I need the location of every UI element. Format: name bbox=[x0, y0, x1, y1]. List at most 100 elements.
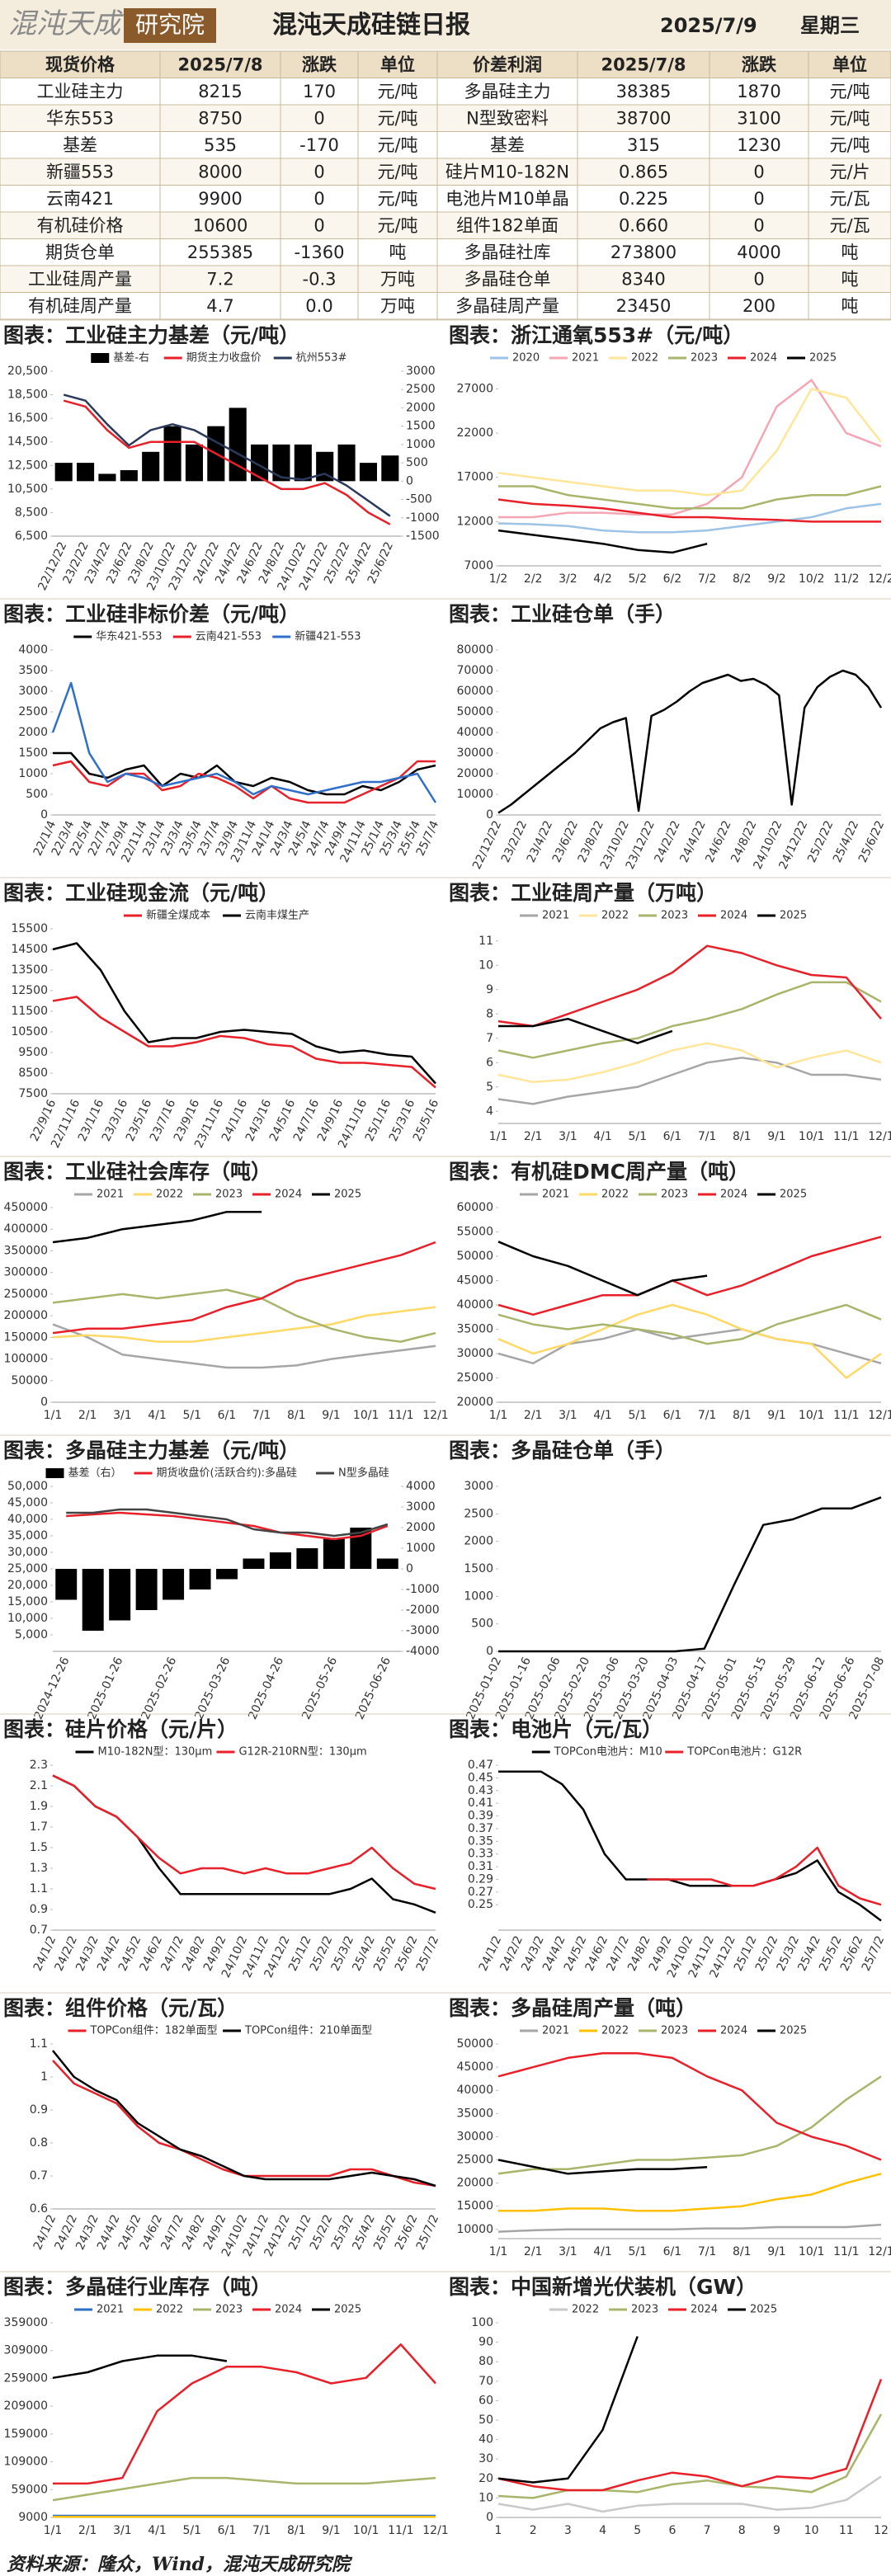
line-series bbox=[497, 2075, 882, 2175]
x-tick-label: 9/2 bbox=[767, 572, 786, 586]
y-tick-label: 1 bbox=[40, 2070, 48, 2084]
x-tick-label: 1/1 bbox=[44, 1409, 63, 1422]
table-cell: 有机硅周产量 bbox=[28, 296, 132, 316]
x-tick-label: 2/1 bbox=[78, 2524, 97, 2537]
legend-label: 2022 bbox=[601, 910, 629, 922]
legend-label: 基差-右 bbox=[113, 352, 149, 365]
table-cell: 0 bbox=[314, 215, 324, 235]
line-series bbox=[66, 1511, 389, 1541]
table-header: 单位 bbox=[380, 54, 415, 74]
y2-tick-label: 1500 bbox=[406, 420, 436, 433]
x-tick-label: 6/1 bbox=[663, 2245, 682, 2258]
y-tick-label: 20 bbox=[478, 2472, 493, 2485]
line-series bbox=[497, 1241, 708, 1297]
legend-label: 2021 bbox=[97, 2304, 124, 2316]
table-cell: 元/吨 bbox=[377, 82, 417, 101]
legend-label: 2021 bbox=[542, 910, 569, 922]
line-series bbox=[497, 2336, 639, 2484]
legend-label: 2024 bbox=[750, 352, 777, 365]
table-cell: -0.3 bbox=[303, 269, 337, 289]
legend-label: 期货收盘价(活跃合约):多晶硅 bbox=[157, 1467, 298, 1480]
table-cell: 1230 bbox=[737, 135, 780, 155]
y-tick-label: 15,000 bbox=[7, 1595, 48, 1608]
x-tick-label: 3/2 bbox=[559, 572, 578, 586]
table-cell: N型致密料 bbox=[466, 108, 549, 128]
x-tick-label: 2025-02-26 bbox=[139, 1655, 179, 1722]
x-tick-label: 3/1 bbox=[113, 1409, 132, 1422]
y-tick-label: 20,000 bbox=[7, 1579, 48, 1592]
line-series bbox=[497, 388, 882, 497]
y-tick-label: 40000 bbox=[456, 1298, 493, 1312]
table-cell: 元/瓦 bbox=[829, 215, 870, 235]
y-tick-label: 0 bbox=[40, 1396, 48, 1409]
table-cell: 期货仓单 bbox=[45, 243, 115, 262]
y2-tick-label: 0 bbox=[406, 474, 413, 487]
legend-label: TOPCon电池片：M10 bbox=[554, 1746, 662, 1759]
x-tick-label: 4/2 bbox=[593, 572, 612, 586]
x-tick-label: 5/1 bbox=[182, 1409, 201, 1422]
bar bbox=[251, 444, 269, 482]
x-tick-label: 4/1 bbox=[148, 2524, 167, 2537]
y2-tick-label: 3000 bbox=[406, 1500, 436, 1514]
y-tick-label: 30 bbox=[478, 2452, 493, 2465]
table-cell: 8215 bbox=[198, 82, 242, 101]
y2-tick-label: 4000 bbox=[406, 1480, 436, 1493]
x-tick-label: 9/1 bbox=[767, 1130, 786, 1143]
x-tick-label: 6/2 bbox=[663, 572, 682, 586]
line-series bbox=[497, 1042, 882, 1084]
y-tick-label: 20000 bbox=[456, 2177, 493, 2190]
table-header: 2025/7/8 bbox=[177, 54, 262, 74]
y-tick-label: 350000 bbox=[4, 1244, 48, 1257]
logo-sub: 研究院 bbox=[135, 12, 205, 39]
legend-label: 2021 bbox=[542, 1189, 569, 1201]
line-series bbox=[497, 498, 881, 523]
y-tick-label: 200000 bbox=[4, 1309, 48, 1322]
line-series bbox=[497, 2475, 882, 2513]
line-series bbox=[498, 379, 882, 519]
x-tick-label: 2 bbox=[530, 2524, 537, 2537]
y-tick-label: 100000 bbox=[4, 1353, 48, 1366]
line-series bbox=[497, 2378, 883, 2492]
y2-tick-label: 1000 bbox=[406, 438, 436, 451]
y-tick-label: 16,500 bbox=[7, 412, 48, 425]
y-tick-label: 100 bbox=[471, 2316, 493, 2329]
line-series bbox=[52, 1306, 436, 1343]
table-cell: 8750 bbox=[198, 108, 242, 128]
line-series bbox=[497, 2223, 882, 2233]
x-tick-label: 9 bbox=[773, 2524, 780, 2537]
bar bbox=[135, 1569, 158, 1610]
y-tick-label: 3000 bbox=[18, 685, 48, 698]
y-tick-label: 3000 bbox=[464, 1480, 493, 1493]
y-tick-label: 1000 bbox=[464, 1589, 493, 1603]
legend-label: 2022 bbox=[601, 2025, 629, 2037]
y-tick-label: 14,500 bbox=[7, 436, 48, 449]
table-cell: 0 bbox=[753, 189, 764, 209]
y-tick-label: 259000 bbox=[4, 2371, 48, 2385]
line-series bbox=[52, 1323, 436, 1369]
x-tick-label: 10/1 bbox=[799, 1130, 824, 1143]
x-tick-label: 8/2 bbox=[733, 572, 752, 586]
table-cell: -1360 bbox=[294, 243, 344, 262]
bar bbox=[98, 473, 116, 482]
x-tick-label: 10/1 bbox=[353, 2524, 379, 2537]
table-cell: 万吨 bbox=[380, 269, 415, 289]
table-cell: 273800 bbox=[610, 243, 676, 262]
x-tick-label: 12/1 bbox=[422, 1409, 448, 1422]
y-tick-label: 60000 bbox=[456, 1201, 493, 1214]
y-tick-label: 18,500 bbox=[7, 389, 48, 402]
bar bbox=[120, 470, 138, 482]
legend-label: 2022 bbox=[156, 1189, 183, 1201]
legend-label: 2021 bbox=[97, 1189, 124, 1201]
y2-tick-label: -3000 bbox=[406, 1624, 440, 1637]
panel-title: 图表：中国新增光伏装机（GW） bbox=[449, 2275, 757, 2299]
table-cell: 元/吨 bbox=[829, 135, 870, 155]
x-tick-label: 5 bbox=[634, 2524, 641, 2537]
line-series bbox=[647, 1846, 882, 1906]
x-tick-label: 2025-06-26 bbox=[353, 1655, 394, 1722]
y-tick-label: 30000 bbox=[456, 2130, 493, 2143]
x-tick-label: 1/1 bbox=[489, 2245, 508, 2258]
table-cell: 吨 bbox=[842, 243, 859, 262]
x-tick-label: 7/1 bbox=[698, 1409, 717, 1422]
line-series bbox=[497, 1303, 882, 1345]
panel-title: 图表：浙江通氧553#（元/吨） bbox=[449, 323, 743, 347]
